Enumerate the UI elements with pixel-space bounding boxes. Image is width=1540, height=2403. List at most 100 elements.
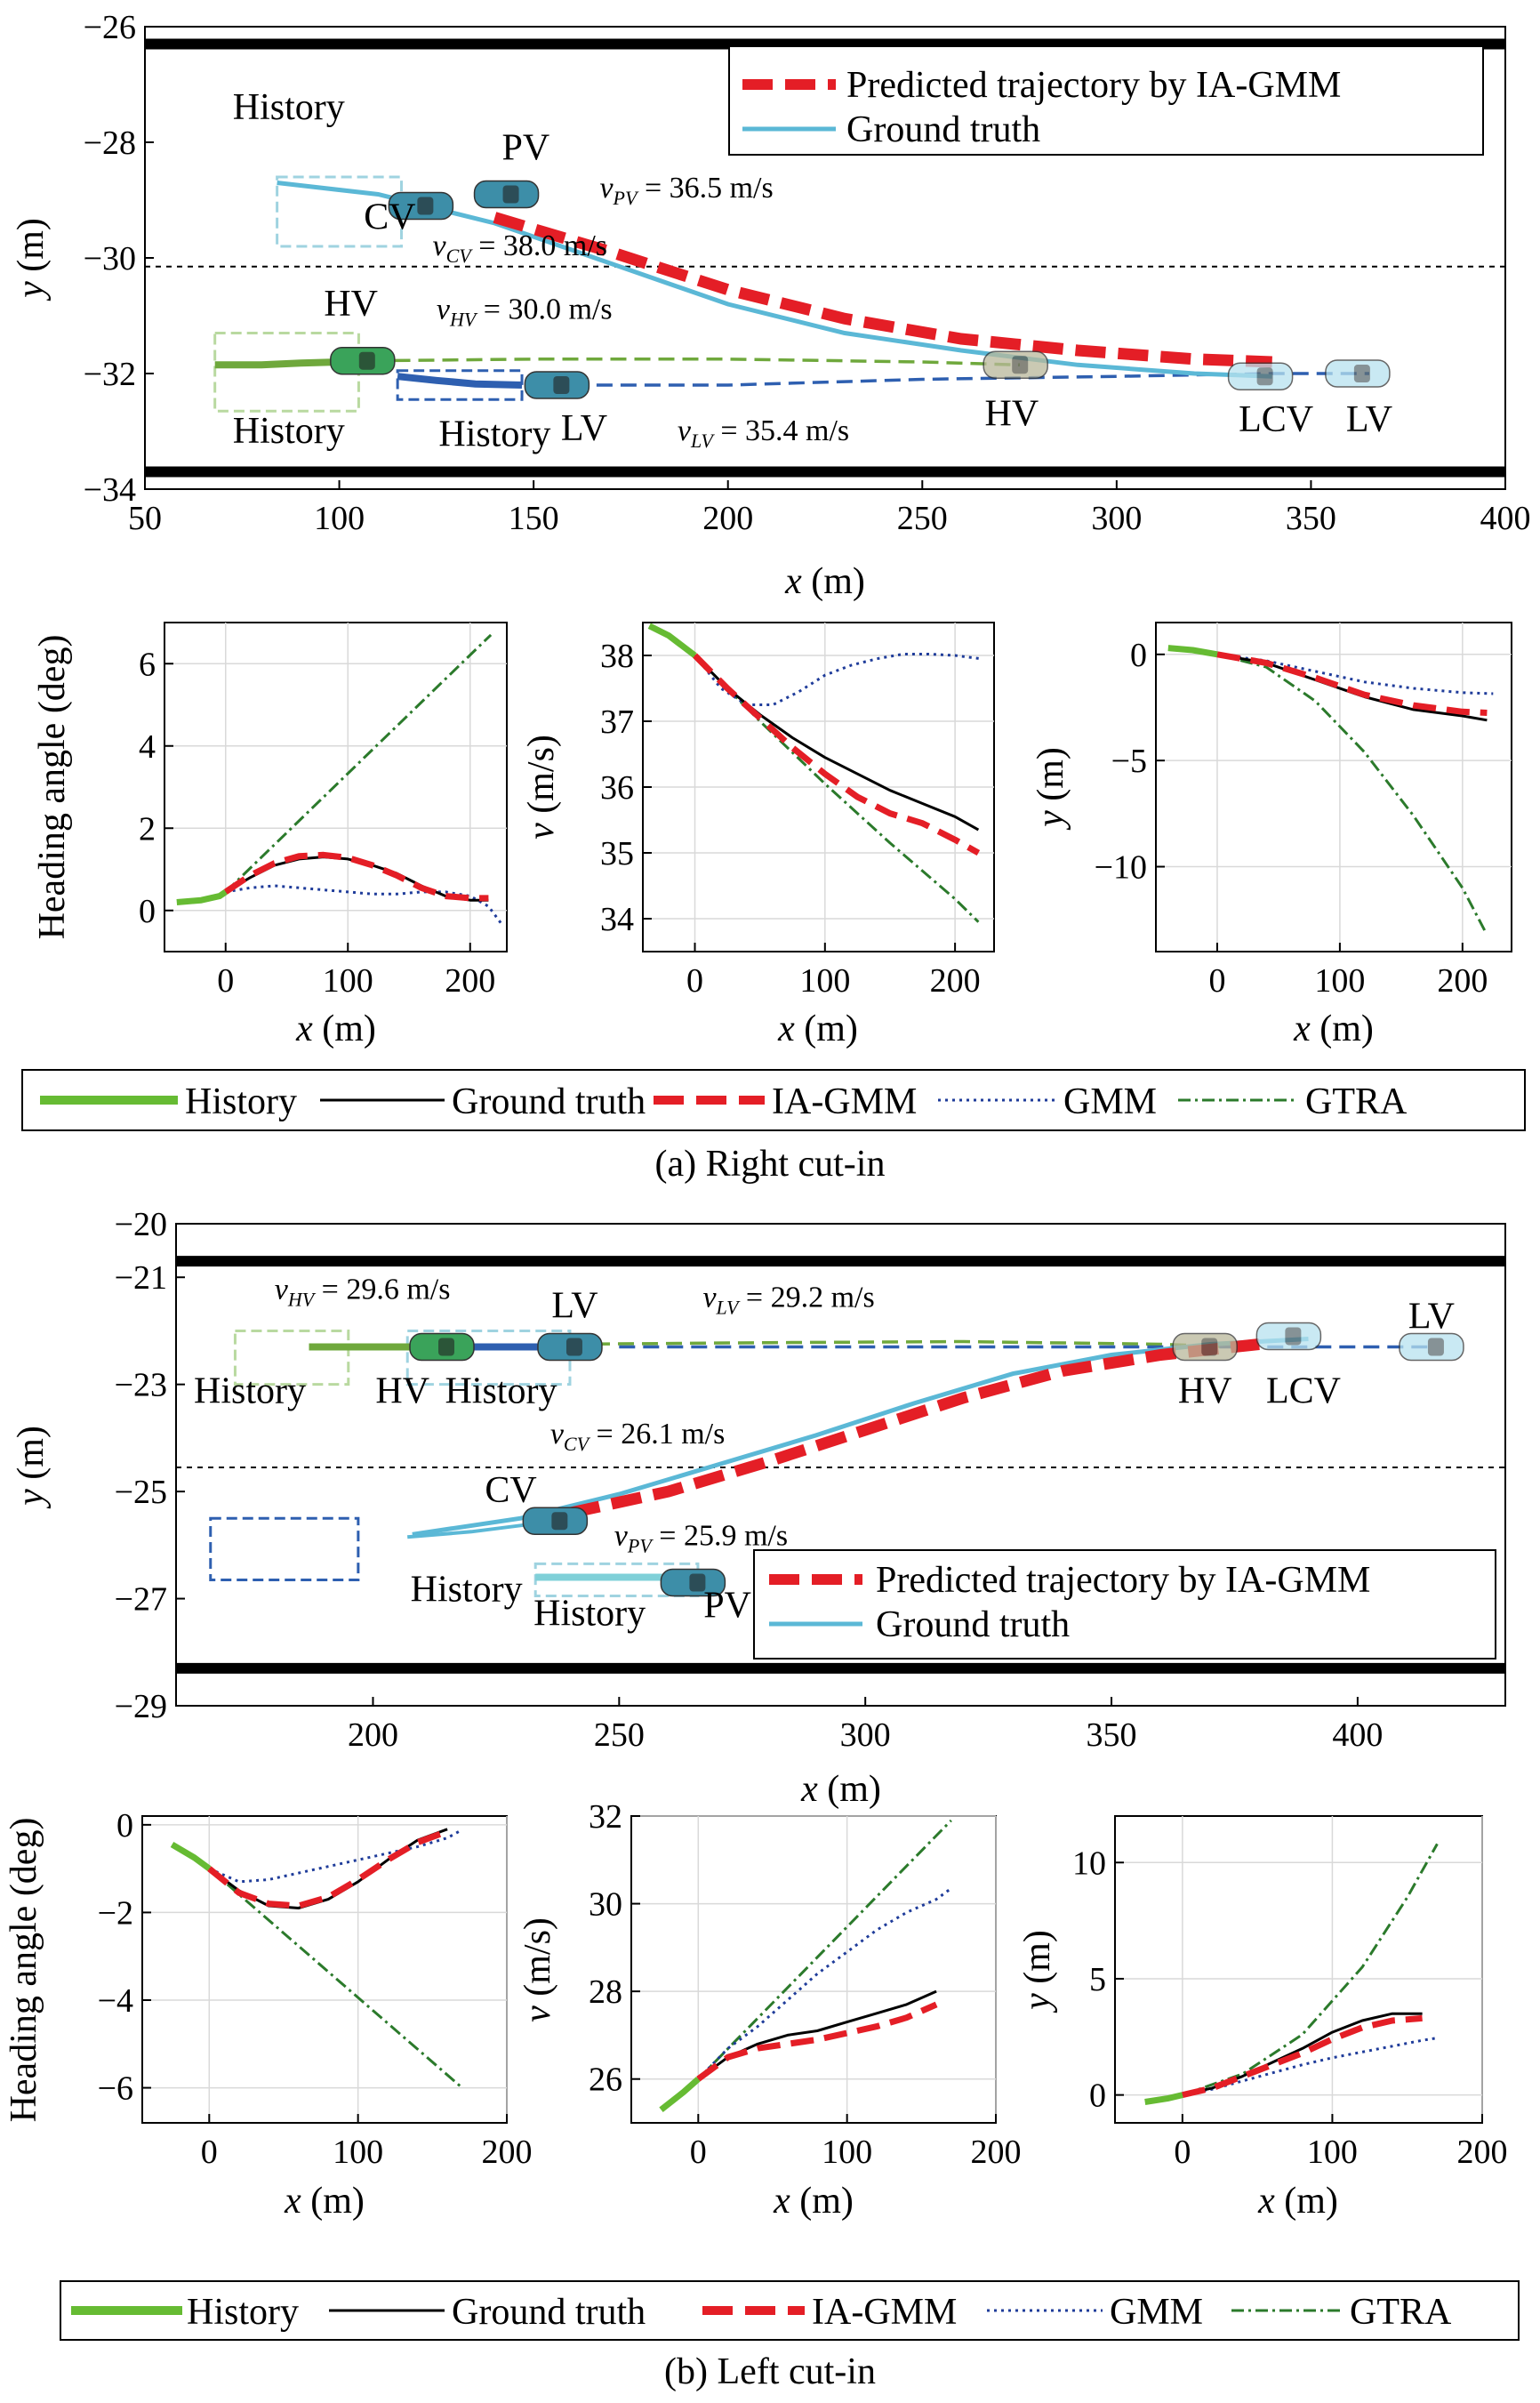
vehicle-hv (1172, 1332, 1238, 1362)
x-tick-label: 200 (930, 962, 981, 1000)
plot-frame (630, 1815, 997, 2124)
annotation-lcv: LCV (1239, 399, 1313, 440)
x-axis-label: x (m) (784, 561, 865, 602)
legend-box: Predicted trajectory by IA-GMM Ground tr… (753, 1549, 1496, 1660)
speed-label-hv: vHV = 30.0 m/s (437, 293, 613, 330)
vehicle-cv (388, 191, 454, 221)
speed-plot-left-cut-in: 0 100 200 26 28 30 32 x (m) v (m/s) (517, 1798, 1022, 2222)
x-tick-label: 250 (594, 1716, 645, 1754)
x-tick-label: 0 (1208, 962, 1225, 1000)
vehicle-window (417, 197, 434, 215)
speed-label-cv: vCV = 38.0 m/s (432, 229, 607, 267)
x-tick-label: 200 (1437, 962, 1488, 1000)
series-history (170, 1841, 212, 1871)
y-tick-label: 28 (589, 1973, 622, 2011)
annotation-history: History (438, 414, 550, 454)
caption-right-cut-in: (a) Right cut-in (655, 1144, 886, 1185)
legend-entry-ia-gmm: IA-GMM (812, 2292, 957, 2333)
annotation-history: History (194, 1371, 306, 1412)
annotation-hv: HV (375, 1371, 429, 1412)
y-tick-label: −20 (115, 1206, 167, 1243)
history-box (405, 1329, 572, 1386)
series-ia-gmm (223, 851, 489, 902)
series-ia-gmm (696, 2001, 938, 2082)
y-axis-label: v (m/s) (517, 1917, 558, 2022)
series-predicted-trajectory-by-ia-gmm (568, 1338, 1260, 1519)
vehicle-window (553, 376, 570, 394)
annotation-history: History (445, 1371, 557, 1412)
legend-entry-gtra: GTRA (1350, 2292, 1452, 2333)
y-tick-label: −10 (1095, 849, 1147, 887)
legend-entry-ground-truth: Ground truth (452, 1081, 646, 1122)
vehicle-window (1427, 1338, 1444, 1356)
y-tick-label: −6 (98, 2070, 133, 2108)
series-lv-history (397, 373, 523, 389)
vehicle-window (551, 1512, 568, 1531)
x-tick-label: 150 (509, 500, 559, 537)
vehicle-lv (537, 1332, 603, 1362)
vehicle-hv (330, 346, 396, 375)
x-tick-label: 0 (686, 962, 703, 1000)
series-gtra (697, 1819, 952, 2080)
y-axis-label: y (m) (1031, 747, 1071, 831)
y-tick-label: −5 (1111, 743, 1147, 780)
legend-entry-ia-gmm: IA-GMM (772, 1081, 917, 1122)
vehicle-window (1353, 365, 1370, 382)
vehicle-pv (660, 1568, 726, 1597)
history-box (276, 175, 404, 248)
vehicle-body (983, 350, 1048, 379)
x-tick-label: 200 (1457, 2134, 1508, 2171)
history-box (209, 1516, 360, 1581)
series-ia-gmm (1182, 2014, 1423, 2099)
series-predicted-trajectory-by-ia-gmm (493, 212, 1272, 368)
y-axis-label: y (m) (1017, 1930, 1058, 2013)
annotation-hv: HV (324, 284, 378, 325)
speed-label-hv: vHV = 29.6 m/s (275, 1273, 451, 1310)
legend-box: Predicted trajectory by IA-GMM Ground tr… (728, 45, 1484, 156)
legend-entry-ia-gmm: Predicted trajectory by IA-GMM (846, 65, 1341, 106)
x-tick-label: 100 (822, 2134, 872, 2171)
vehicle-hv (409, 1332, 475, 1362)
y-tick-label: 0 (1089, 2078, 1106, 2115)
y-tick-label: 4 (139, 728, 156, 766)
x-tick-label: 100 (1314, 962, 1365, 1000)
series-cv-history (407, 1522, 536, 1539)
vehicle-body (1325, 359, 1391, 388)
y-tick-label: 35 (600, 835, 634, 872)
y-tick-label: 0 (116, 1807, 133, 1844)
x-tick-label: 50 (128, 500, 162, 537)
annotation-cv: CV (485, 1470, 536, 1511)
vehicle-cv (522, 1507, 589, 1535)
x-tick-label: 200 (971, 2134, 1022, 2171)
annotation-history: History (233, 87, 345, 128)
vehicle-window (502, 185, 519, 204)
series-ground-truth (694, 654, 980, 832)
annotation-pv: PV (502, 128, 550, 169)
series-gtra (1216, 653, 1487, 931)
x-axis-label: x (m) (1257, 2181, 1338, 2222)
vehicle-lcv (1255, 1322, 1322, 1351)
y-tick-label: 30 (589, 1886, 622, 1924)
y-tick-label: 36 (600, 769, 634, 807)
x-axis-label: x (m) (800, 1769, 881, 1810)
x-tick-label: 400 (1480, 500, 1531, 537)
speed-label-cv: vCV = 26.1 m/s (550, 1418, 726, 1455)
x-axis-label: x (m) (773, 2181, 854, 2222)
series-gmm (694, 653, 982, 706)
x-tick-label: 200 (445, 962, 495, 1000)
plot-frame (1114, 1815, 1483, 2124)
x-tick-label: 100 (799, 962, 850, 1000)
x-axis-label: x (m) (295, 1009, 376, 1049)
legend-entry-gtra: GTRA (1305, 1081, 1408, 1122)
y-tick-label: 32 (589, 1798, 622, 1836)
x-tick-label: 100 (333, 2134, 383, 2171)
vehicle-lv (1399, 1332, 1464, 1362)
y-tick-label: −21 (115, 1259, 167, 1297)
x-tick-label: 300 (840, 1716, 891, 1754)
vehicle-body (1172, 1332, 1238, 1362)
legend-entry-history: History (187, 2292, 299, 2333)
x-tick-label: 0 (201, 2134, 218, 2171)
speed-plot-right-cut-in: 0 100 200 34 35 36 37 38 x (m) v (m/s) (521, 622, 995, 1049)
y-tick-label: −4 (98, 1982, 133, 2020)
series-history (176, 889, 228, 905)
